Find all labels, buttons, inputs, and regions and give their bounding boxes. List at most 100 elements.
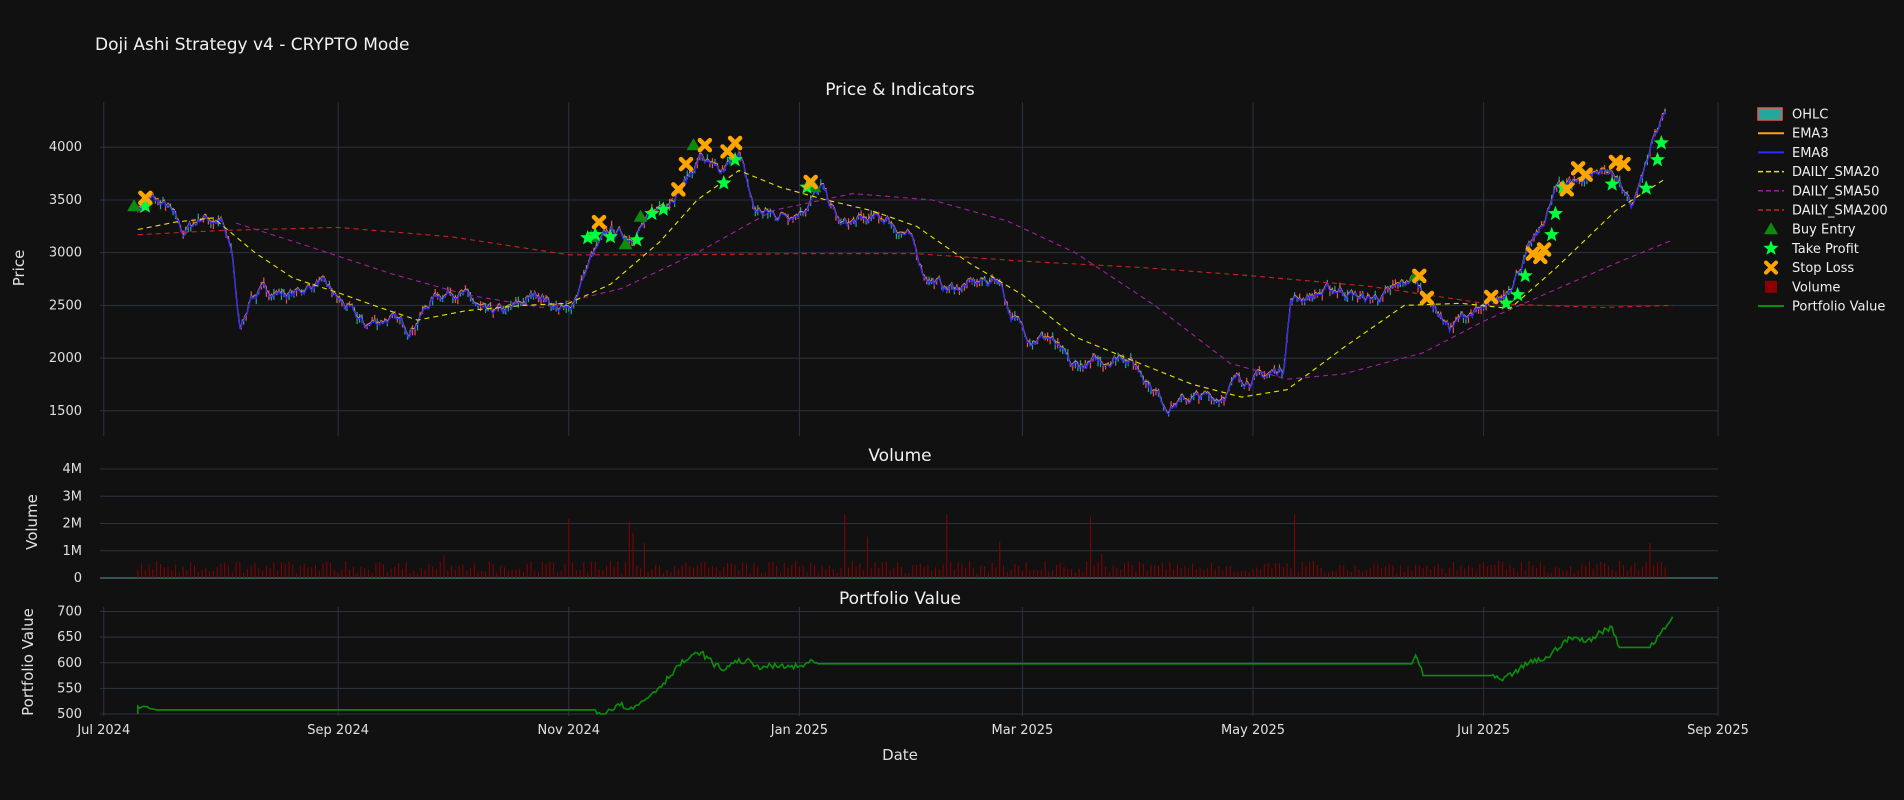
- x-tick-label: Sep 2025: [1687, 723, 1749, 738]
- legend-item[interactable]: DAILY_SMA50: [1758, 184, 1879, 199]
- x-tick-label: Jul 2025: [1456, 723, 1510, 738]
- take-profit-marker: [1517, 267, 1533, 283]
- legend[interactable]: OHLC EMA3 EMA8 DAILY_SMA20 DAILY_SMA50 DAILY_…: [1757, 107, 1888, 315]
- y-tick-label: 4M: [63, 462, 83, 477]
- y-tick-label: 0: [74, 571, 82, 586]
- y-tick-label: 550: [57, 681, 82, 696]
- stop-loss-marker: [803, 174, 818, 190]
- y-tick-label: 2M: [63, 517, 83, 532]
- x-axis-ticks: Jul 2024 Sep 2024 Nov 2024 Jan 2025 Mar 2025…: [76, 723, 1749, 738]
- sma200-line: [137, 226, 1673, 309]
- x-tick-label: Jul 2024: [76, 723, 130, 738]
- take-profit-marker: [1547, 205, 1564, 221]
- take-profit-marker: [1649, 151, 1666, 167]
- y-tick-label: 2500: [49, 298, 82, 313]
- legend-label: Take Profit: [1791, 242, 1859, 257]
- take-profit-marker: [1653, 135, 1669, 150]
- stop-loss-marker: [678, 156, 694, 172]
- legend-label: Portfolio Value: [1792, 300, 1885, 315]
- stop-loss-marker: [1533, 249, 1548, 265]
- y-tick-label: 2000: [49, 351, 82, 366]
- buy-entry-marker: [618, 237, 633, 250]
- volume-axis-label: Volume: [23, 494, 41, 550]
- stop-loss-marker: [1412, 268, 1427, 284]
- sma20-line: [137, 169, 1666, 398]
- x-tick-label: Nov 2024: [537, 723, 600, 738]
- x-tick-label: May 2025: [1221, 723, 1285, 738]
- portfolio-panel-title: Portfolio Value: [839, 589, 961, 609]
- star-icon: [1763, 240, 1779, 255]
- x-tick-label: Sep 2024: [307, 723, 369, 738]
- stop-loss-marker: [697, 137, 713, 153]
- candle-icon: [1757, 107, 1783, 121]
- portfolio-plot: [137, 616, 1674, 716]
- y-tick-label: 500: [57, 707, 82, 722]
- y-tick-label: 700: [57, 605, 82, 620]
- take-profit-marker: [644, 205, 660, 221]
- legend-item[interactable]: Volume: [1765, 280, 1840, 295]
- price-axis-label: Price: [10, 250, 28, 287]
- stop-loss-marker: [671, 182, 686, 197]
- legend-label: DAILY_SMA200: [1792, 204, 1888, 219]
- take-profit-marker: [629, 232, 645, 247]
- legend-item[interactable]: Buy Entry: [1764, 222, 1856, 238]
- legend-item[interactable]: EMA8: [1758, 146, 1829, 161]
- chart-title: Doji Ashi Strategy v4 - CRYPTO Mode: [95, 35, 410, 55]
- legend-item[interactable]: Take Profit: [1763, 240, 1859, 257]
- triangle-icon: [1764, 222, 1778, 235]
- legend-item[interactable]: EMA3: [1758, 127, 1829, 142]
- y-tick-label: 3500: [49, 193, 82, 208]
- take-profit-marker: [1638, 180, 1654, 195]
- x-axis-label: Date: [882, 746, 918, 764]
- volume-grid: 0 1M 2M 3M 4M: [63, 462, 1718, 586]
- ema3-line: [137, 109, 1666, 414]
- x-icon: [1764, 260, 1778, 275]
- take-profit-marker: [137, 198, 153, 213]
- stop-loss-marker: [591, 214, 607, 230]
- trade-markers: [127, 135, 1669, 310]
- stop-loss-marker: [1483, 289, 1499, 305]
- y-tick-label: 3M: [63, 489, 83, 504]
- sma50-line: [235, 193, 1673, 380]
- volume-panel-title: Volume: [868, 446, 931, 466]
- x-tick-label: Mar 2025: [992, 723, 1054, 738]
- legend-label: DAILY_SMA50: [1792, 184, 1879, 199]
- stop-loss-marker: [1616, 156, 1631, 172]
- portfolio-axis-label: Portfolio Value: [19, 608, 37, 716]
- take-profit-marker: [580, 229, 596, 245]
- legend-item[interactable]: DAILY_SMA20: [1758, 165, 1879, 180]
- stop-loss-marker: [1578, 167, 1593, 182]
- stop-loss-marker: [1536, 242, 1552, 257]
- legend-item[interactable]: Stop Loss: [1764, 260, 1854, 276]
- take-profit-marker: [602, 228, 618, 244]
- take-profit-marker: [1604, 176, 1620, 191]
- legend-label: DAILY_SMA20: [1792, 165, 1879, 180]
- legend-label: Buy Entry: [1792, 223, 1856, 238]
- legend-item[interactable]: DAILY_SMA200: [1758, 204, 1888, 219]
- legend-label: EMA8: [1792, 146, 1829, 161]
- price-plot: [137, 108, 1673, 417]
- stop-loss-marker: [138, 190, 153, 206]
- y-tick-label: 1M: [63, 544, 83, 559]
- buy-entry-marker: [633, 209, 648, 222]
- y-tick-label: 1500: [49, 404, 82, 419]
- buy-entry-marker: [127, 199, 142, 212]
- price-panel-title: Price & Indicators: [825, 80, 975, 100]
- portfolio-value-line: [137, 616, 1674, 716]
- legend-label: Volume: [1792, 280, 1840, 295]
- y-tick-label: 3000: [49, 246, 82, 261]
- take-profit-marker: [727, 151, 743, 167]
- legend-label: OHLC: [1792, 108, 1828, 123]
- take-profit-marker: [716, 175, 732, 190]
- take-profit-marker: [1510, 286, 1526, 302]
- portfolio-grid: 500 550 600 650 700: [57, 605, 1719, 722]
- stop-loss-marker: [727, 135, 743, 151]
- stop-loss-marker: [1419, 290, 1435, 306]
- y-tick-label: 4000: [49, 140, 82, 155]
- legend-item[interactable]: Portfolio Value: [1758, 300, 1885, 315]
- legend-label: EMA3: [1792, 127, 1829, 142]
- legend-item[interactable]: OHLC: [1757, 107, 1828, 123]
- ema8-line: [137, 110, 1666, 415]
- x-tick-label: Jan 2025: [770, 723, 828, 738]
